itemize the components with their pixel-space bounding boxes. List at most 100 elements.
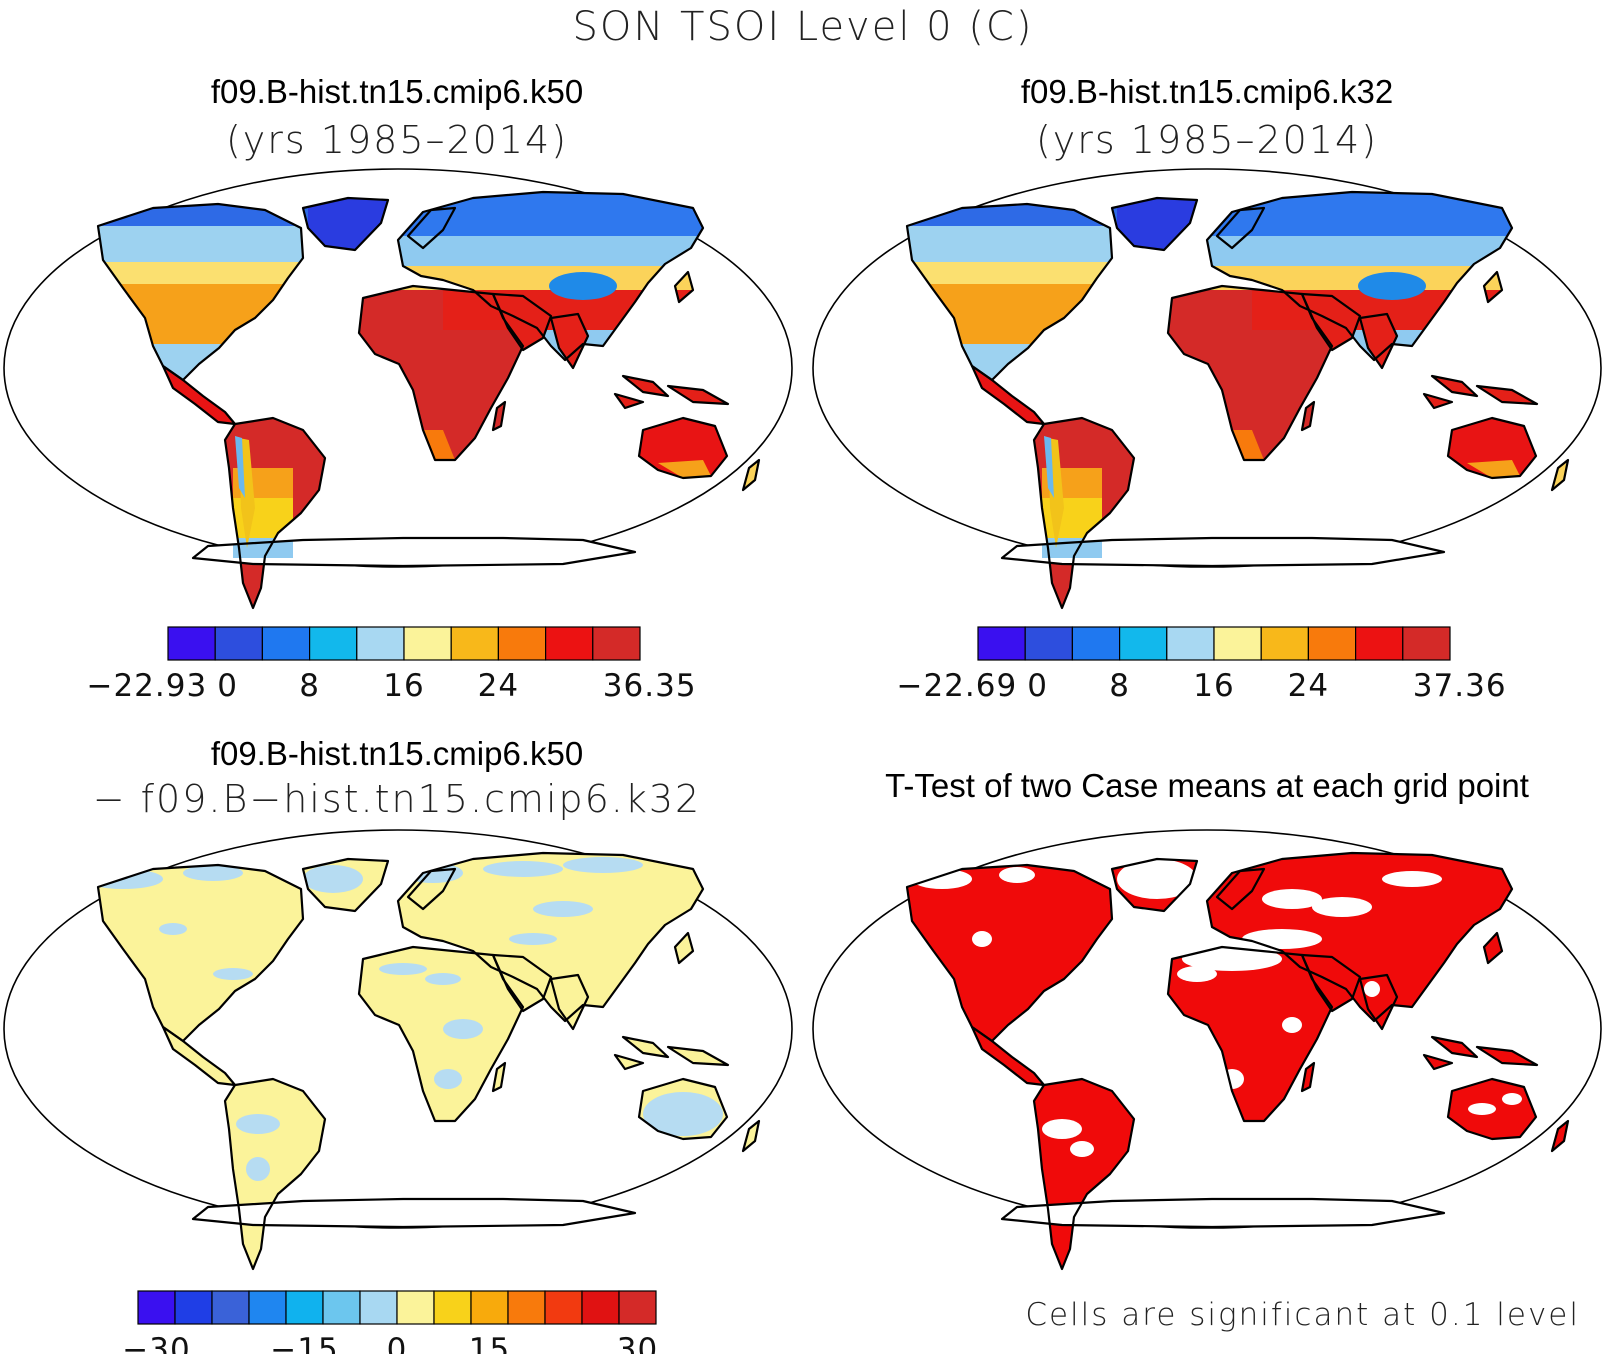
land-namerica xyxy=(98,865,303,1041)
colorbar-swatch xyxy=(359,1290,398,1325)
panel-subtitle: (yrs 1985–2014) xyxy=(1036,118,1378,162)
colorbar-label: 16 xyxy=(383,668,424,704)
panel-subtitle: (yrs 1985–2014) xyxy=(226,118,568,162)
colorbar-swatch xyxy=(618,1290,657,1325)
land-indo3 xyxy=(1424,1055,1452,1069)
land-nz xyxy=(743,460,759,490)
colorbar-label: 24 xyxy=(1288,668,1329,704)
figure-title: SON TSOI Level 0 (C) xyxy=(573,4,1034,50)
colorbar-swatch xyxy=(214,626,264,661)
land-scand xyxy=(1217,869,1264,909)
land-indo2 xyxy=(1477,386,1537,404)
colorbar-swatch xyxy=(285,1290,324,1325)
panel-ttest: T-Test of two Case means at each grid po… xyxy=(812,767,1602,1333)
colorbar-label: 24 xyxy=(478,668,519,704)
land-indo1 xyxy=(1432,376,1477,396)
panel-case1: f09.B-hist.tn15.cmip6.k50 (yrs 1985–2014… xyxy=(3,73,793,704)
map-case2 xyxy=(812,168,1602,610)
colorbar-label: 0 xyxy=(1027,668,1048,704)
land-camerica xyxy=(972,1027,1044,1085)
colorbar-swatch xyxy=(450,626,500,661)
colorbar-label: 0 xyxy=(217,668,238,704)
land-japan xyxy=(1484,933,1502,963)
land-nz xyxy=(743,1121,759,1151)
colorbar-swatch xyxy=(1307,626,1357,661)
land-antarctica xyxy=(1002,538,1444,566)
panel-title: f09.B-hist.tn15.cmip6.k50 xyxy=(211,73,583,110)
land-arabia xyxy=(1302,955,1360,1011)
colorbar-swatch xyxy=(211,1290,250,1325)
panel-title: f09.B-hist.tn15.cmip6.k50 xyxy=(211,735,583,772)
colorbar-swatch xyxy=(544,1290,583,1325)
colorbar-swatch xyxy=(137,1290,176,1325)
land-antarctica xyxy=(1002,1199,1444,1227)
land-indo3 xyxy=(615,394,643,408)
colorbar-swatch xyxy=(433,1290,472,1325)
land-camerica xyxy=(163,366,235,424)
colorbar-swatch xyxy=(592,626,641,661)
panel-diff: f09.B-hist.tn15.cmip6.k50 − f09.B−hist.t… xyxy=(3,735,793,1354)
land-indo2 xyxy=(668,1047,728,1065)
colorbar-label: 15 xyxy=(469,1332,510,1354)
land-indo3 xyxy=(1424,394,1452,408)
panel-title: T-Test of two Case means at each grid po… xyxy=(885,767,1529,804)
colorbar-swatch xyxy=(1402,626,1451,661)
land-madag xyxy=(1302,1063,1314,1091)
colorbar-swatch xyxy=(356,626,405,661)
land-indo2 xyxy=(668,386,728,404)
land-madag xyxy=(493,402,505,430)
colorbar-label: −30 xyxy=(122,1332,190,1354)
land-madag xyxy=(1302,402,1314,430)
land-indo2 xyxy=(1477,1047,1537,1065)
map-diff xyxy=(3,829,793,1271)
land-madag xyxy=(493,1063,505,1091)
colorbar-swatch xyxy=(1119,626,1168,661)
colorbar-label: 8 xyxy=(1109,668,1130,704)
colorbar-diff: −30 −15 0 15 30 xyxy=(122,1290,657,1354)
land-namerica xyxy=(907,865,1112,1041)
colorbar-label: 8 xyxy=(299,668,320,704)
land-camerica xyxy=(972,366,1044,424)
land-antarctica xyxy=(193,1199,635,1227)
colorbar-case1: −22.93 0 8 16 24 36.35 xyxy=(86,626,697,704)
colorbar-swatch xyxy=(1071,626,1121,661)
land-camerica xyxy=(163,1027,235,1085)
colorbar-label: 37.36 xyxy=(1413,668,1507,704)
panel-title: f09.B-hist.tn15.cmip6.k32 xyxy=(1021,73,1393,110)
colorbar-swatch xyxy=(497,626,547,661)
colorbar-swatch xyxy=(507,1290,546,1325)
colorbar-swatch xyxy=(1260,626,1310,661)
land-africa xyxy=(359,947,523,1121)
map-case1 xyxy=(3,168,793,610)
land-japan xyxy=(675,933,693,963)
land-indo1 xyxy=(623,376,668,396)
land-indo3 xyxy=(615,1055,643,1069)
panel-case2: f09.B-hist.tn15.cmip6.k32 (yrs 1985–2014… xyxy=(812,73,1602,704)
non-significant-areas xyxy=(912,859,1522,1157)
colorbar-label: 16 xyxy=(1193,668,1234,704)
colorbar-swatch xyxy=(1213,626,1262,661)
land-nz xyxy=(1552,1121,1568,1151)
land-antarctica xyxy=(193,538,635,566)
colorbar-swatch xyxy=(248,1290,287,1325)
colorbar-swatch xyxy=(977,626,1026,661)
significance-note: Cells are significant at 0.1 level xyxy=(1025,1297,1580,1333)
colorbar-swatch xyxy=(309,626,358,661)
colorbar-swatch xyxy=(322,1290,361,1325)
land-africa xyxy=(1168,947,1332,1121)
colorbar-label: 0 xyxy=(387,1332,408,1354)
land-indo1 xyxy=(623,1037,668,1057)
colorbar-label: 36.35 xyxy=(603,668,697,704)
map-ttest xyxy=(812,829,1602,1271)
colorbar-swatch xyxy=(174,1290,213,1325)
colorbar-swatch xyxy=(261,626,311,661)
colorbar-label: −15 xyxy=(270,1332,338,1354)
colorbar-label: −22.69 xyxy=(896,668,1017,704)
colorbar-swatch xyxy=(470,1290,509,1325)
colorbar-swatch xyxy=(1355,626,1404,661)
colorbar-swatch xyxy=(1024,626,1074,661)
colorbar-swatch xyxy=(403,626,452,661)
colorbar-swatch xyxy=(545,626,594,661)
colorbar-swatch xyxy=(167,626,216,661)
